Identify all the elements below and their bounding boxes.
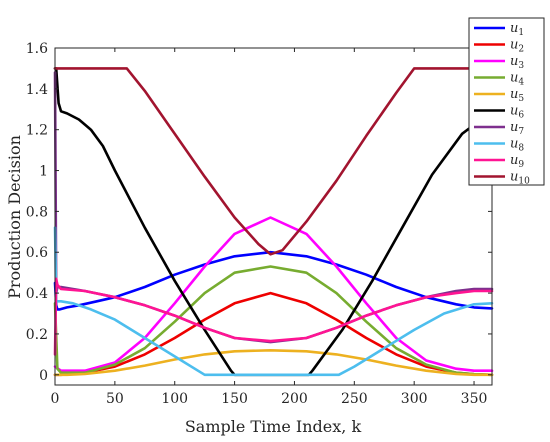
x-axis: 0 50 100 150 200 250 300 350 xyxy=(51,48,488,407)
y-axis: 0 0.2 0.4 0.6 0.8 1 1.2 1.4 1.6 xyxy=(26,41,492,384)
y-tick-label: 1.6 xyxy=(26,41,48,57)
y-tick-label: 0.6 xyxy=(26,245,48,261)
x-tick-label: 50 xyxy=(106,391,124,407)
legend-label-u5: u5 xyxy=(510,87,524,104)
series-line-u6 xyxy=(53,67,494,377)
series-line-u3 xyxy=(53,216,494,373)
legend-label-u7: u7 xyxy=(510,120,524,137)
x-tick-label: 100 xyxy=(161,391,188,407)
series-line-u9 xyxy=(53,277,494,356)
series-line-u4 xyxy=(53,265,494,377)
axes-box xyxy=(54,47,493,386)
legend-label-u1: u1 xyxy=(510,21,524,38)
x-tick-label: 0 xyxy=(51,391,60,407)
legend-label-u9: u9 xyxy=(510,153,524,170)
series-line-u5 xyxy=(53,348,494,377)
legend-label-u4: u4 xyxy=(510,71,524,88)
legend-label-u8: u8 xyxy=(510,137,524,154)
legend-label-u2: u2 xyxy=(510,38,524,55)
legend-label-u6: u6 xyxy=(510,104,524,121)
x-tick-label: 200 xyxy=(281,391,308,407)
series-line-u10 xyxy=(53,67,494,256)
series-line-u1 xyxy=(53,250,494,311)
y-tick-label: 1.2 xyxy=(26,123,48,139)
x-tick-label: 300 xyxy=(401,391,428,407)
legend-box xyxy=(468,17,545,186)
y-tick-label: 1.4 xyxy=(26,82,48,98)
series-line-u8 xyxy=(53,226,494,377)
legend-label-u10: u10 xyxy=(510,170,530,187)
y-tick-label: 1 xyxy=(39,164,48,180)
series-layer xyxy=(53,67,494,377)
y-axis-label: Production Decision xyxy=(5,135,24,299)
x-tick-label: 150 xyxy=(221,391,248,407)
y-tick-label: 0.8 xyxy=(26,204,48,220)
plot-area xyxy=(55,48,492,385)
x-tick-label: 250 xyxy=(341,391,368,407)
y-tick-label: 0.2 xyxy=(26,327,48,343)
x-axis-label: Sample Time Index, k xyxy=(185,417,362,436)
y-tick-label: 0 xyxy=(39,368,48,384)
y-tick-label: 0.4 xyxy=(26,286,48,302)
x-tick-label: 350 xyxy=(461,391,488,407)
legend-label-u3: u3 xyxy=(510,54,524,71)
